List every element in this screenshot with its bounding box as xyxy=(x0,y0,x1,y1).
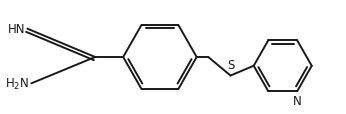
Text: S: S xyxy=(227,58,234,71)
Text: N: N xyxy=(293,94,302,107)
Text: HN: HN xyxy=(8,23,26,36)
Text: H$_2$N: H$_2$N xyxy=(5,76,29,91)
